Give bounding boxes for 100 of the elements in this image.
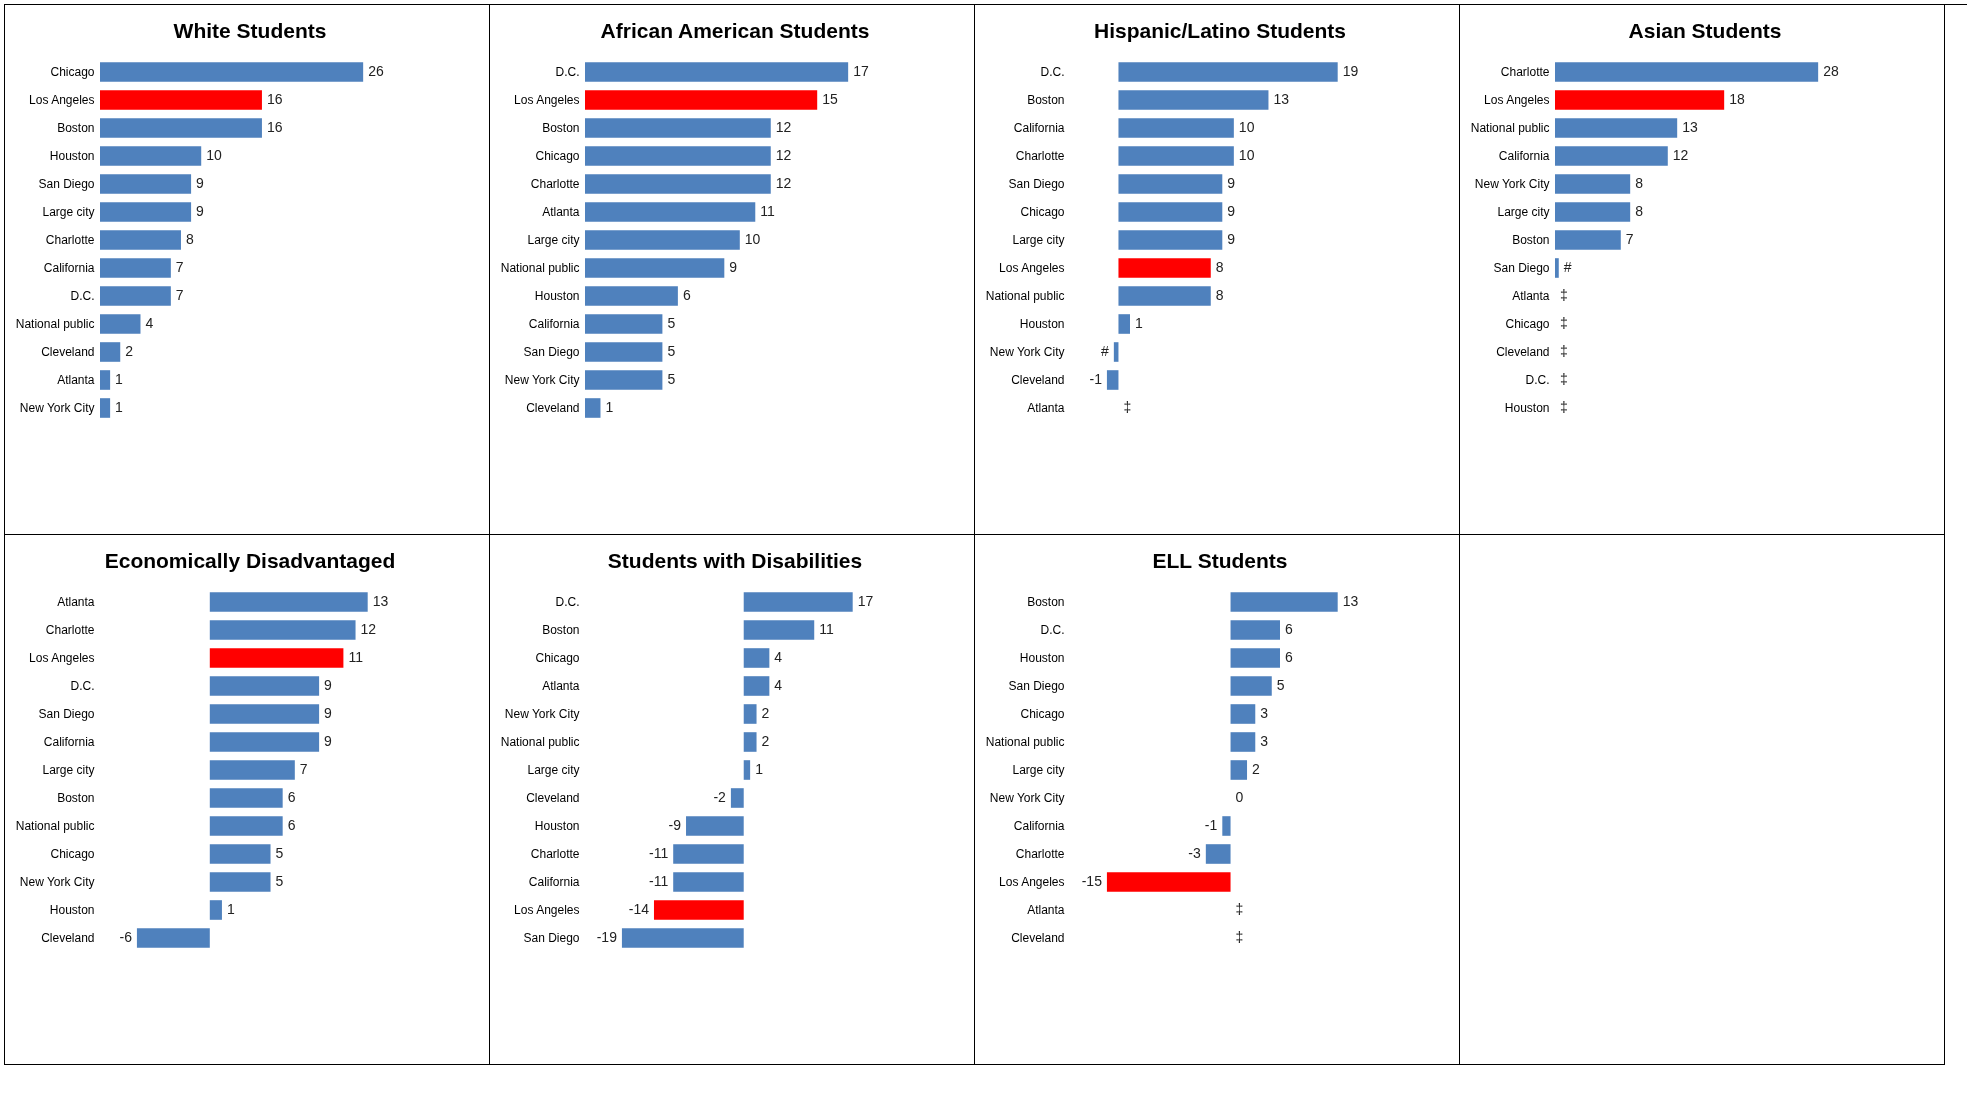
data-label: 17 — [857, 593, 874, 609]
data-label: 9 — [324, 733, 333, 749]
data-label: 1 — [226, 901, 235, 917]
y-tick-label: National public — [500, 735, 580, 749]
data-label: 1 — [115, 399, 124, 415]
data-label: 1 — [115, 371, 124, 387]
data-label: 10 — [206, 147, 222, 163]
chart-title: Economically Disadvantaged — [104, 549, 396, 572]
data-label: 16 — [266, 119, 283, 135]
y-tick-label: Los Angeles — [514, 903, 580, 917]
y-tick-label: Large city — [1012, 763, 1065, 777]
y-tick-label: Chicago — [1020, 205, 1065, 219]
text: ‡ — [1560, 343, 1568, 359]
data-label: 12 — [775, 175, 792, 191]
data-label: 5 — [275, 845, 284, 861]
y-tick-label: Atlanta — [542, 679, 580, 693]
data-label: 2 — [125, 343, 134, 359]
y-tick-label: New York City — [504, 707, 580, 721]
y-tick-label: San Diego — [1008, 679, 1065, 693]
y-tick-label: San Diego — [523, 345, 580, 359]
y-tick-label: Los Angeles — [29, 651, 95, 665]
y-tick-label: New York City — [504, 373, 580, 387]
y-tick-label: New York City — [989, 345, 1065, 359]
y-tick-label: National public — [500, 261, 580, 275]
data-label: 2 — [1252, 761, 1261, 777]
y-tick-label: National public — [1470, 121, 1550, 135]
y-tick-label: Los Angeles — [999, 875, 1065, 889]
y-tick-label: Los Angeles — [999, 261, 1065, 275]
y-tick-label: Houston — [534, 289, 580, 303]
y-tick-label: Large city — [1497, 205, 1550, 219]
data-label: 5 — [667, 343, 676, 359]
y-tick-label: Los Angeles — [29, 93, 95, 107]
y-tick-label: Boston — [542, 623, 580, 637]
y-tick-label: Atlanta — [1027, 903, 1065, 917]
y-tick-label: Boston — [542, 121, 580, 135]
data-label: 9 — [729, 259, 738, 275]
y-tick-label: California — [43, 261, 95, 275]
y-tick-label: Charlotte — [45, 233, 95, 247]
text: ‡ — [1123, 399, 1132, 415]
data-label: 8 — [1215, 259, 1224, 275]
data-label: 13 — [1273, 91, 1290, 107]
data-label: 9 — [196, 203, 205, 219]
data-label: 5 — [1276, 677, 1285, 693]
y-tick-label: Boston — [57, 791, 95, 805]
data-label: # — [1563, 259, 1572, 275]
data-label: 3 — [1260, 705, 1269, 721]
y-tick-label: New York City — [1474, 177, 1550, 191]
data-label: 7 — [299, 761, 308, 777]
y-tick-label: San Diego — [1008, 177, 1065, 191]
chart-title: Students with Disabilities — [607, 549, 863, 572]
data-label: 6 — [1285, 621, 1293, 637]
data-label: 12 — [360, 621, 377, 637]
data-label: -1 — [1204, 817, 1218, 833]
chart-title: African American Students — [600, 19, 870, 42]
chart-title: Asian Students — [1628, 19, 1782, 42]
y-tick-label: D.C. — [70, 679, 95, 693]
text: ‡ — [1235, 901, 1244, 917]
data-label: 2 — [761, 733, 770, 749]
text: ‡ — [1560, 399, 1568, 415]
y-tick-label: Cleveland — [41, 345, 95, 359]
data-label: 10 — [744, 231, 761, 247]
y-tick-label: San Diego — [38, 177, 95, 191]
data-label: 26 — [368, 63, 384, 79]
data-label: -19 — [596, 929, 618, 945]
y-tick-label: Cleveland — [1011, 931, 1065, 945]
data-label: -6 — [119, 929, 133, 945]
y-tick-label: Charlotte — [530, 847, 580, 861]
data-label: -1 — [1089, 371, 1103, 387]
y-tick-label: Large city — [527, 763, 580, 777]
y-tick-label: Charlotte — [1015, 847, 1065, 861]
y-tick-label: California — [43, 735, 95, 749]
y-tick-label: Boston — [1512, 233, 1550, 247]
y-tick-label: California — [1013, 819, 1065, 833]
data-label: 1 — [1135, 315, 1143, 331]
data-label: 13 — [1682, 119, 1698, 135]
data-label: 8 — [1215, 287, 1224, 303]
data-label: 0 — [1235, 789, 1244, 805]
data-label: 8 — [1635, 203, 1644, 219]
data-label: 6 — [1285, 649, 1293, 665]
y-tick-label: San Diego — [523, 931, 580, 945]
y-tick-label: Houston — [1019, 317, 1065, 331]
y-tick-label: Large city — [527, 233, 580, 247]
data-label: 5 — [667, 371, 676, 387]
data-label: 9 — [324, 705, 333, 721]
data-label: 2 — [761, 705, 770, 721]
y-tick-label: Chicago — [535, 651, 580, 665]
data-label: 5 — [667, 315, 676, 331]
y-tick-label: New York City — [19, 875, 95, 889]
data-label: 9 — [1227, 203, 1236, 219]
y-tick-label: D.C. — [555, 595, 580, 609]
data-label: 13 — [372, 593, 389, 609]
y-tick-label: Cleveland — [1496, 345, 1550, 359]
y-tick-label: Large city — [1012, 233, 1065, 247]
y-tick-label: New York City — [19, 401, 95, 415]
y-tick-label: National public — [15, 819, 95, 833]
data-label: 9 — [1227, 231, 1236, 247]
data-label: -11 — [649, 845, 669, 861]
data-label: 28 — [1823, 63, 1839, 79]
y-tick-label: San Diego — [38, 707, 95, 721]
text: ‡ — [1560, 371, 1568, 387]
